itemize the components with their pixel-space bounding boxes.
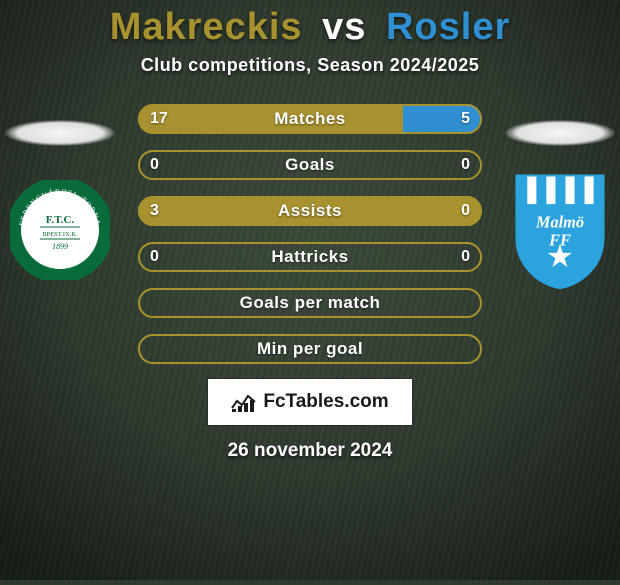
- fctables-logo-icon: [231, 391, 257, 413]
- stat-row-assists: Assists 3 0: [138, 196, 482, 226]
- stat-value-left: 0: [150, 248, 159, 266]
- stat-fill-right: [403, 104, 482, 134]
- stat-label: Goals per match: [240, 293, 381, 313]
- stat-row-hattricks: Hattricks 0 0: [138, 242, 482, 272]
- stat-value-left: 3: [150, 202, 159, 220]
- content: Makreckis vs Rosler Club competitions, S…: [0, 0, 620, 580]
- stat-label: Hattricks: [271, 247, 348, 267]
- svg-text:Malmö: Malmö: [535, 212, 584, 231]
- left-side: FERENCVÁROSI TORNA CLUB F.T.C. BPEST.IX.…: [0, 100, 120, 400]
- stat-label: Min per goal: [257, 339, 363, 359]
- stat-value-right: 5: [461, 110, 470, 128]
- title-player2: Rosler: [386, 6, 510, 48]
- title-vs: vs: [322, 6, 366, 48]
- svg-text:FF: FF: [548, 230, 571, 249]
- stat-label: Matches: [274, 109, 346, 129]
- stat-label: Goals: [285, 155, 335, 175]
- svg-text:F.T.C.: F.T.C.: [46, 214, 75, 226]
- stat-value-right: 0: [461, 248, 470, 266]
- team-crest-right: Malmö FF: [510, 170, 610, 290]
- stat-value-right: 0: [461, 202, 470, 220]
- stat-value-left: 0: [150, 156, 159, 174]
- stat-row-goals: Goals 0 0: [138, 150, 482, 180]
- player-shadow-left: [5, 120, 115, 146]
- right-side: Malmö FF: [500, 100, 620, 400]
- stat-row-matches: Matches 17 5: [138, 104, 482, 134]
- stat-row-goals-per-match: Goals per match: [138, 288, 482, 318]
- title-player1: Makreckis: [110, 6, 303, 48]
- brand-box: FcTables.com: [207, 378, 413, 426]
- stat-value-right: 0: [461, 156, 470, 174]
- brand-text: FcTables.com: [263, 391, 388, 413]
- stat-row-min-per-goal: Min per goal: [138, 334, 482, 364]
- svg-text:BPEST.IX.K.: BPEST.IX.K.: [42, 231, 78, 238]
- stat-fill-left: [138, 104, 403, 134]
- team-crest-left: FERENCVÁROSI TORNA CLUB F.T.C. BPEST.IX.…: [10, 170, 110, 290]
- svg-text:1899: 1899: [52, 242, 68, 251]
- stat-label: Assists: [278, 201, 342, 221]
- stat-value-left: 17: [150, 110, 168, 128]
- page-title: Makreckis vs Rosler: [110, 6, 511, 49]
- stats-container: Matches175Goals00Assists30Hattricks00Goa…: [138, 104, 482, 364]
- date-text: 26 november 2024: [228, 440, 393, 462]
- player-shadow-right: [505, 120, 615, 146]
- subtitle: Club competitions, Season 2024/2025: [141, 55, 480, 76]
